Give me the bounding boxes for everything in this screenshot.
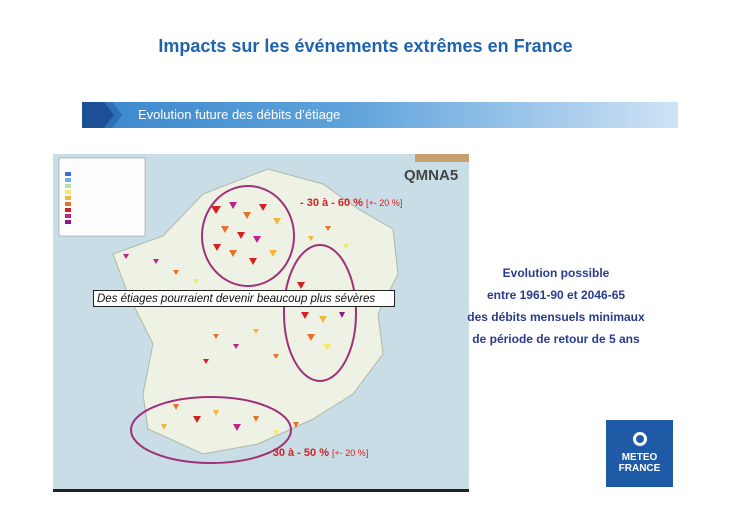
map-label: QMNA5 — [404, 167, 459, 184]
chevron-right-icon — [82, 102, 122, 128]
logo-line-1: METEO — [621, 452, 658, 463]
logo-mark-icon — [632, 432, 647, 446]
annotation-north-range: [+- 20 %] — [366, 198, 403, 208]
legend-box — [58, 157, 146, 237]
description-line-1: Evolution possible — [502, 266, 610, 280]
description-line-4: de période de retour de 5 ans — [472, 332, 640, 346]
france-map — [53, 154, 469, 492]
description: Evolution possible entre 1961-90 et 2046… — [450, 262, 662, 350]
slide-title: Impacts sur les événements extrêmes en F… — [158, 36, 573, 56]
station-markers — [123, 202, 349, 436]
description-line-2: entre 1961-90 et 2046-65 — [486, 288, 626, 302]
south-ellipse — [130, 396, 292, 464]
annotation-south-value: - 30 à - 50 % — [266, 447, 329, 459]
description-line-3: des débits mensuels minimaux — [467, 310, 645, 324]
annotation-north-value: - 30 à - 60 % — [300, 197, 363, 209]
annotation-north: - 30 à - 60 % [+- 20 %] — [300, 197, 402, 209]
north-ellipse — [201, 185, 295, 287]
east-ellipse — [283, 244, 357, 382]
annotation-south: - 30 à - 50 % [+- 20 %] — [266, 447, 368, 459]
france-land — [112, 168, 399, 455]
logo-line-2: FRANCE — [618, 463, 661, 474]
banner-title: Evolution future des débits d’étiage — [138, 107, 341, 122]
meteo-france-logo: METEO FRANCE — [606, 420, 673, 487]
annotation-south-range: [+- 20 %] — [332, 448, 369, 458]
section-banner: Evolution future des débits d’étiage — [82, 102, 678, 128]
map-note: Des étiages pourraient devenir beaucoup … — [93, 290, 395, 307]
